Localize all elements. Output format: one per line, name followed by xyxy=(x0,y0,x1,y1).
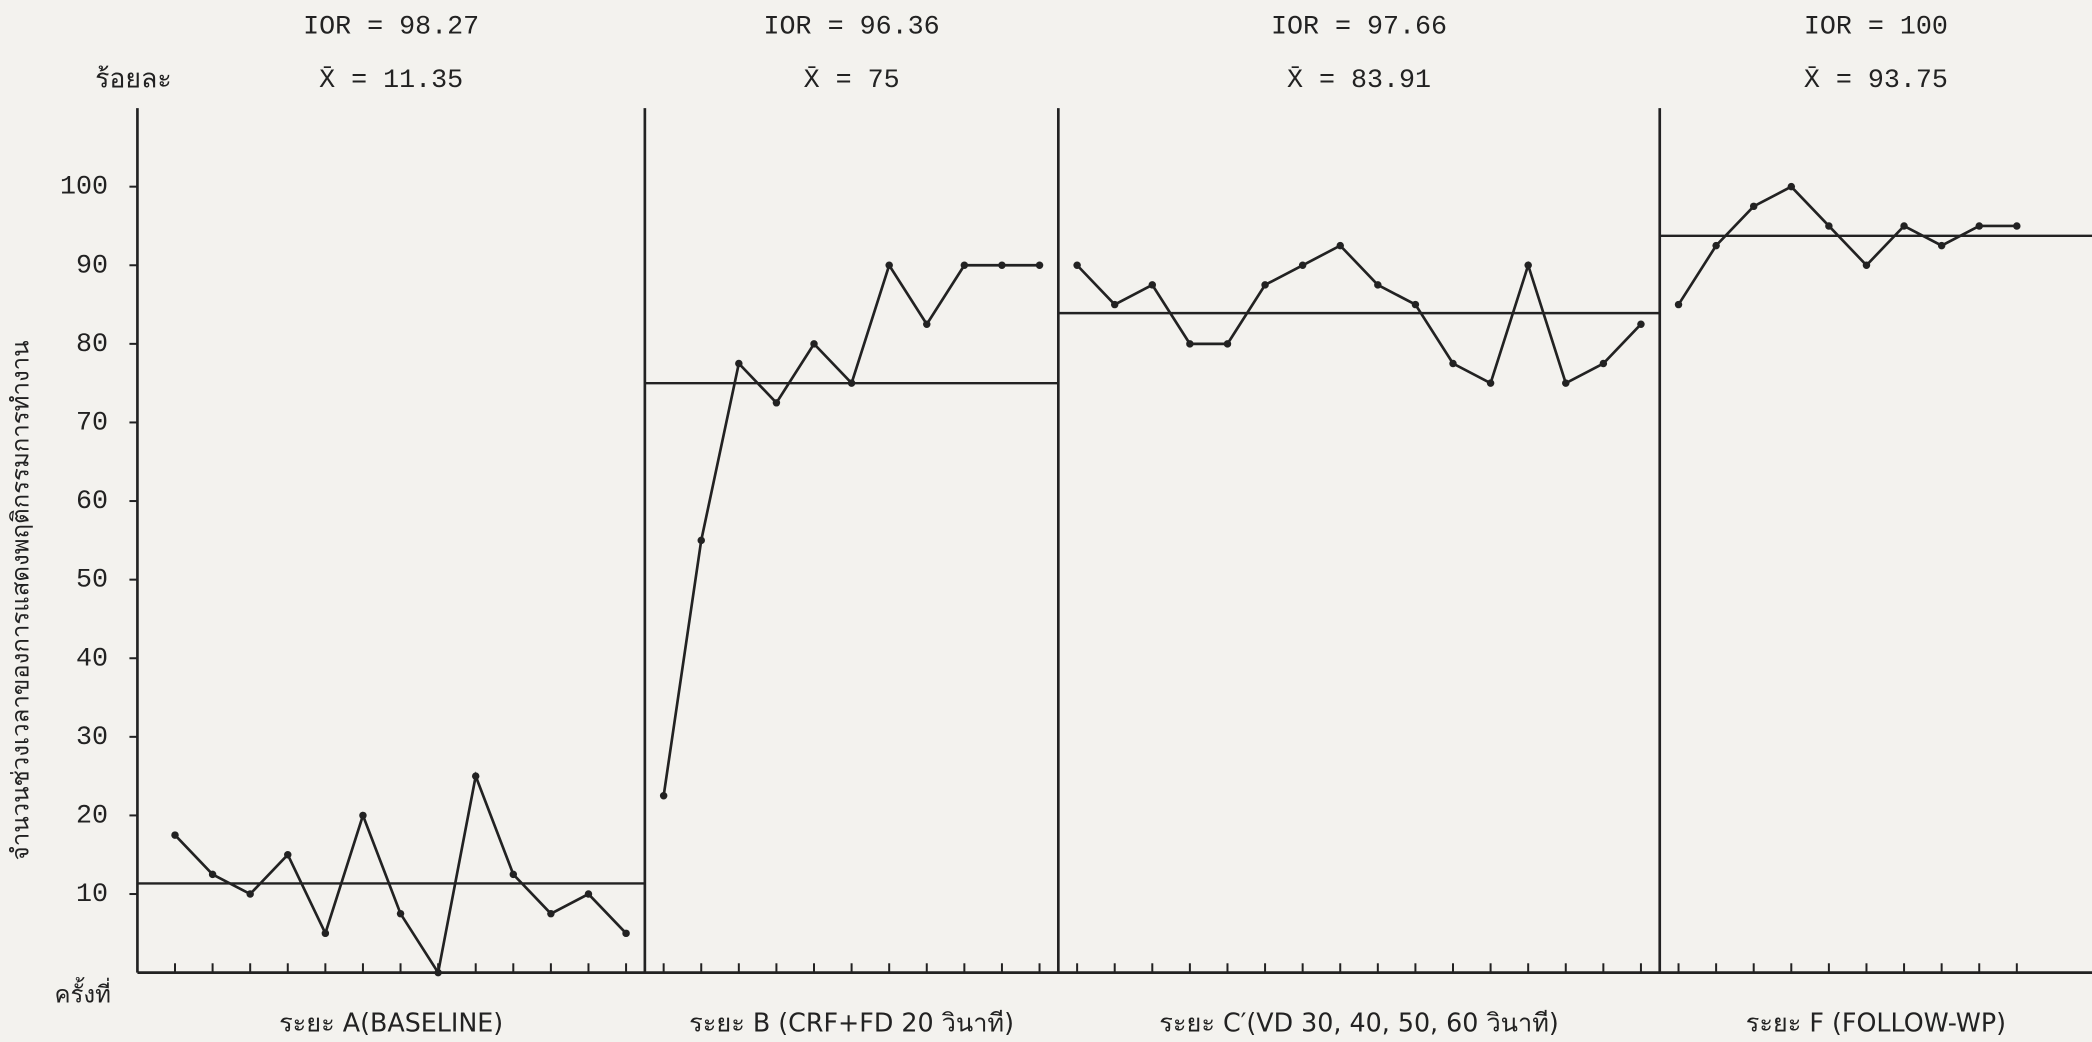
data-point xyxy=(434,968,442,977)
data-point xyxy=(659,792,668,800)
data-point xyxy=(697,536,705,545)
data-point xyxy=(1562,379,1570,387)
phase-ior: IOR = 100 xyxy=(1804,13,1948,43)
data-line xyxy=(1677,185,2017,306)
phase-mean-label: X̄ = 11.35 xyxy=(319,66,463,96)
data-point xyxy=(1374,281,1382,289)
data-point xyxy=(622,929,630,938)
data-point xyxy=(1110,300,1119,309)
data-point xyxy=(772,399,781,407)
y-tick-label: 80 xyxy=(76,330,108,360)
data-point xyxy=(1186,340,1194,348)
phase-mean-label: X̄ = 93.75 xyxy=(1804,66,1948,96)
y-unit: ร้อยละ xyxy=(95,64,172,95)
data-point xyxy=(1336,241,1344,250)
data-point xyxy=(509,870,518,879)
phase-name: ระยะ C′(VD 30, 40, 50, 60 วินาที) xyxy=(1159,1008,1559,1038)
y-tick-label: 100 xyxy=(60,173,108,203)
data-point xyxy=(246,890,254,898)
data-point xyxy=(584,890,593,898)
data-point xyxy=(1599,359,1608,368)
data-point xyxy=(1637,320,1645,328)
data-point xyxy=(1975,222,1983,230)
data-point xyxy=(1862,261,1871,269)
data-point xyxy=(284,850,292,859)
phase-name: ระยะ A(BASELINE) xyxy=(279,1008,503,1038)
data-point xyxy=(885,261,893,269)
data-point xyxy=(359,811,367,820)
y-tick-label: 60 xyxy=(76,487,108,517)
data-point xyxy=(1035,261,1044,269)
data-point xyxy=(1298,261,1307,269)
data-point xyxy=(923,320,931,328)
data-point xyxy=(735,359,743,368)
data-point xyxy=(847,379,856,387)
data-line xyxy=(1076,243,1642,386)
y-axis-label: จำนวนช่วงเวลาของการแสดงพฤติกรรมการทำงาน xyxy=(6,340,34,860)
data-point xyxy=(810,340,818,348)
data-point xyxy=(321,929,330,938)
phase-ior: IOR = 96.36 xyxy=(764,13,940,43)
y-tick-label: 20 xyxy=(76,801,108,831)
phase-name: ระยะ B (CRF+FD 20 วินาที) xyxy=(689,1008,1014,1038)
data-point xyxy=(1524,261,1532,269)
data-point xyxy=(1486,379,1495,387)
y-tick-label: 50 xyxy=(76,566,108,596)
data-point xyxy=(1148,281,1157,289)
data-point xyxy=(1223,340,1232,348)
phase-ior: IOR = 98.27 xyxy=(303,13,479,43)
data-point xyxy=(1073,261,1081,269)
data-point xyxy=(1825,222,1833,230)
y-tick-label: 40 xyxy=(76,644,108,674)
y-tick-label: 10 xyxy=(76,880,108,910)
data-point xyxy=(1937,241,1946,250)
data-point xyxy=(2013,222,2021,230)
data-point xyxy=(171,831,179,839)
y-tick-label: 70 xyxy=(76,408,108,438)
data-point xyxy=(396,909,405,918)
data-point xyxy=(960,261,969,269)
data-point xyxy=(1449,359,1457,368)
data-point xyxy=(208,870,217,879)
data-point xyxy=(1411,300,1420,309)
x-axis-label: ครั้งที่ xyxy=(54,976,110,1008)
phase-mean-label: X̄ = 83.91 xyxy=(1287,66,1431,96)
data-point xyxy=(1712,241,1720,250)
y-tick-label: 90 xyxy=(76,251,108,281)
data-point xyxy=(547,909,555,918)
data-point xyxy=(1900,222,1908,230)
data-point xyxy=(1787,182,1796,191)
data-point xyxy=(1261,281,1269,289)
data-point xyxy=(1749,202,1758,211)
phase-ior: IOR = 97.66 xyxy=(1271,13,1447,43)
data-point xyxy=(1674,300,1683,309)
phase-name: ระยะ F (FOLLOW-WP) xyxy=(1746,1008,2006,1038)
y-tick-label: 30 xyxy=(76,723,108,753)
phase-mean-label: X̄ = 75 xyxy=(804,66,900,96)
data-point xyxy=(471,772,480,780)
data-point xyxy=(998,261,1006,269)
